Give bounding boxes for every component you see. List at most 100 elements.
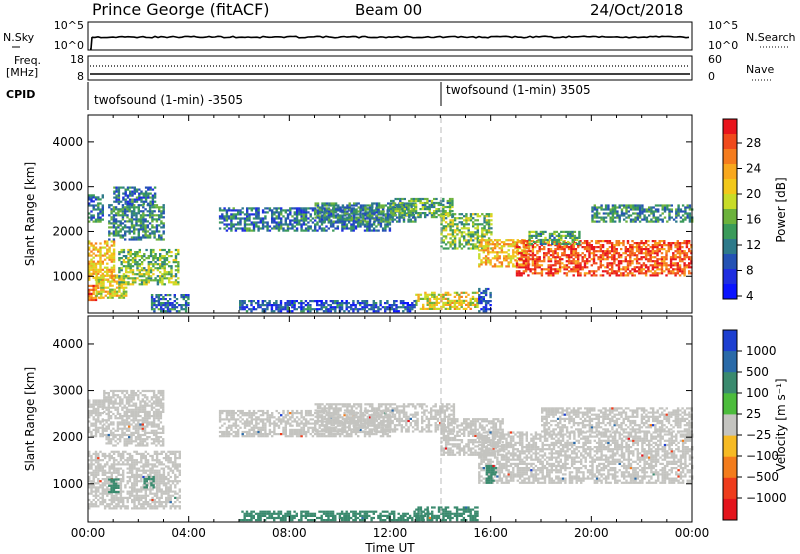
power-cell bbox=[359, 204, 363, 207]
power-cell bbox=[288, 310, 292, 313]
power-cell bbox=[307, 207, 310, 210]
power-cell bbox=[527, 264, 530, 267]
power-cell bbox=[563, 264, 566, 267]
power-cell bbox=[469, 213, 473, 216]
power-cell bbox=[556, 244, 559, 247]
power-cell bbox=[88, 254, 91, 257]
power-cell bbox=[143, 273, 146, 276]
power-cell bbox=[446, 301, 450, 304]
power-cell bbox=[314, 202, 317, 205]
velocity-cell bbox=[155, 408, 158, 411]
power-cell bbox=[137, 206, 140, 209]
power-cell bbox=[275, 217, 278, 220]
power-cell bbox=[284, 211, 287, 214]
power-cell bbox=[478, 300, 481, 303]
power-cell bbox=[469, 239, 473, 242]
power-cell bbox=[690, 252, 693, 255]
power-cell bbox=[163, 283, 166, 286]
power-cell bbox=[395, 306, 398, 309]
power-cell bbox=[88, 194, 91, 197]
power-cell bbox=[521, 249, 524, 252]
power-cell bbox=[300, 223, 303, 226]
power-cell bbox=[112, 226, 116, 229]
velocity-cell bbox=[146, 425, 149, 428]
power-cell bbox=[620, 260, 623, 263]
power-cell bbox=[577, 258, 580, 261]
power-cell bbox=[113, 294, 117, 297]
velocity-cell bbox=[132, 421, 135, 424]
power-cell bbox=[417, 197, 420, 201]
power-cell bbox=[446, 299, 450, 302]
power-cell bbox=[574, 268, 578, 271]
power-cell bbox=[613, 244, 616, 247]
power-cell bbox=[110, 212, 113, 215]
power-cell bbox=[118, 257, 121, 260]
power-cell bbox=[556, 262, 559, 265]
power-cell bbox=[549, 274, 553, 277]
power-cell bbox=[119, 214, 122, 217]
velocity-cell bbox=[114, 433, 117, 437]
power-cell bbox=[134, 277, 137, 280]
velocity-cell bbox=[114, 444, 117, 447]
power-cell bbox=[145, 257, 148, 260]
power-cell bbox=[642, 264, 646, 267]
power-cell bbox=[90, 254, 93, 257]
power-cell bbox=[118, 283, 121, 286]
power-cell bbox=[133, 228, 136, 231]
power-cell bbox=[92, 244, 95, 247]
power-cell bbox=[153, 194, 157, 197]
power-cell bbox=[629, 246, 632, 249]
power-cell bbox=[453, 299, 457, 302]
power-cell bbox=[255, 225, 258, 228]
power-cell bbox=[614, 220, 617, 223]
power-cell bbox=[660, 244, 664, 247]
power-cell bbox=[614, 206, 617, 209]
velocity-cell bbox=[155, 404, 158, 407]
velocity-cell bbox=[105, 427, 108, 430]
power-cell bbox=[289, 223, 292, 226]
power-cell bbox=[92, 200, 95, 203]
power-cell bbox=[154, 255, 157, 258]
power-cell bbox=[140, 273, 144, 276]
power-cell bbox=[142, 196, 145, 199]
velocity-cell bbox=[116, 410, 120, 413]
power-cell bbox=[155, 224, 159, 227]
power-cell bbox=[108, 220, 111, 223]
power-cell bbox=[380, 204, 383, 207]
power-cell bbox=[458, 243, 461, 246]
power-cell bbox=[665, 262, 668, 265]
power-cell bbox=[520, 240, 523, 243]
power-cell bbox=[399, 302, 403, 305]
power-cell bbox=[509, 239, 513, 242]
power-cell bbox=[561, 262, 564, 265]
power-cell bbox=[515, 262, 519, 265]
power-cell bbox=[442, 217, 445, 220]
power-cell bbox=[649, 256, 652, 259]
power-cell bbox=[88, 220, 91, 223]
power-cell bbox=[626, 248, 630, 251]
power-cell bbox=[433, 210, 436, 213]
velocity-cell bbox=[128, 425, 131, 428]
power-cell bbox=[480, 291, 483, 295]
power-cell bbox=[147, 271, 150, 274]
power-cell bbox=[118, 267, 121, 270]
power-cell bbox=[94, 246, 98, 249]
power-cell bbox=[137, 204, 140, 207]
power-cell bbox=[442, 297, 445, 300]
power-cell bbox=[119, 208, 122, 211]
power-cell bbox=[140, 283, 144, 286]
power-cell bbox=[597, 250, 600, 253]
power-cell bbox=[142, 226, 145, 229]
power-cell bbox=[133, 198, 136, 201]
power-cell bbox=[685, 244, 689, 247]
power-cell bbox=[124, 192, 127, 195]
power-cell bbox=[277, 211, 281, 214]
power-cell bbox=[647, 250, 650, 253]
power-cell bbox=[489, 259, 492, 262]
power-cell bbox=[629, 250, 632, 253]
power-cell bbox=[125, 261, 128, 264]
power-cell bbox=[135, 214, 138, 217]
power-cell bbox=[112, 258, 116, 261]
power-cell bbox=[458, 239, 461, 242]
power-cell bbox=[127, 275, 130, 278]
